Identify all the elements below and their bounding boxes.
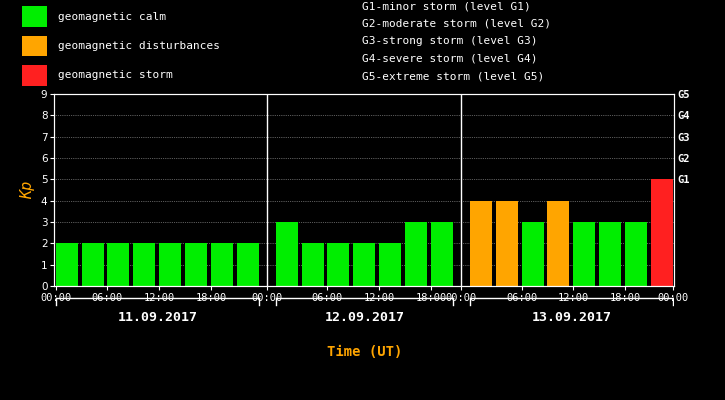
Text: 12.09.2017: 12.09.2017 — [324, 311, 405, 324]
Bar — [160, 243, 181, 286]
Text: 11.09.2017: 11.09.2017 — [117, 311, 197, 324]
Bar — [573, 222, 595, 286]
Bar — [431, 222, 453, 286]
Bar — [328, 243, 349, 286]
Bar — [521, 222, 544, 286]
Bar — [405, 222, 427, 286]
Text: G3-strong storm (level G3): G3-strong storm (level G3) — [362, 36, 538, 46]
Bar — [81, 243, 104, 286]
Text: geomagnetic storm: geomagnetic storm — [58, 70, 173, 80]
Bar — [651, 179, 673, 286]
Text: G1-minor storm (level G1): G1-minor storm (level G1) — [362, 2, 531, 12]
Bar — [496, 201, 518, 286]
Bar — [379, 243, 401, 286]
Bar — [547, 201, 569, 286]
Text: G2-moderate storm (level G2): G2-moderate storm (level G2) — [362, 19, 552, 29]
Text: Time (UT): Time (UT) — [327, 345, 402, 359]
Bar — [470, 201, 492, 286]
FancyBboxPatch shape — [22, 36, 47, 56]
Bar — [211, 243, 233, 286]
Bar — [302, 243, 323, 286]
Text: geomagnetic calm: geomagnetic calm — [58, 12, 166, 22]
Text: G5-extreme storm (level G5): G5-extreme storm (level G5) — [362, 71, 544, 81]
Text: G4-severe storm (level G4): G4-severe storm (level G4) — [362, 54, 538, 64]
FancyBboxPatch shape — [22, 65, 47, 86]
Bar — [107, 243, 130, 286]
Text: 13.09.2017: 13.09.2017 — [531, 311, 611, 324]
Text: geomagnetic disturbances: geomagnetic disturbances — [58, 41, 220, 51]
Bar — [599, 222, 621, 286]
Bar — [133, 243, 155, 286]
Bar — [185, 243, 207, 286]
Bar — [353, 243, 376, 286]
Bar — [56, 243, 78, 286]
Bar — [625, 222, 647, 286]
Bar — [276, 222, 298, 286]
Y-axis label: Kp: Kp — [20, 181, 36, 199]
FancyBboxPatch shape — [22, 6, 47, 27]
Bar — [237, 243, 259, 286]
